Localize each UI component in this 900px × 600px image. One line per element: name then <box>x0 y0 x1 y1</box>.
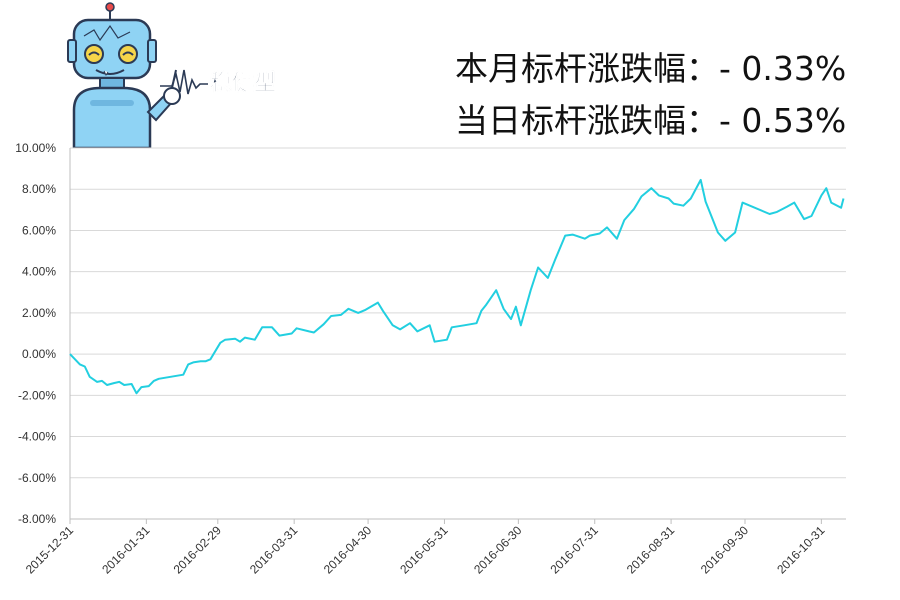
mascot-label: 稳健型 <box>210 70 276 96</box>
y-tick-label: -2.00% <box>18 388 56 402</box>
x-axis: 2015-12-31 2016-01-31 2016-02-29 2016-03-31… <box>23 518 846 577</box>
x-tick-label: 2016-07-31 <box>548 523 602 577</box>
x-tick-label: 2016-06-30 <box>471 523 525 577</box>
y-tick-label: -8.00% <box>18 512 56 526</box>
chart-series <box>69 178 845 395</box>
y-axis: 10.00% 8.00% 6.00% 4.00% 2.00% 0.00% -2.00% -4.… <box>15 141 71 526</box>
x-tick-label: 2015-12-31 <box>23 523 77 577</box>
monthly-change-text: 本月标杆涨跌幅：- 0.33% <box>455 49 847 88</box>
x-tick-label: 2016-04-30 <box>321 523 375 577</box>
y-tick-label: -4.00% <box>18 430 56 444</box>
y-tick-label: 0.00% <box>22 347 56 361</box>
y-tick-label: 6.00% <box>22 223 56 237</box>
y-tick-label: 2.00% <box>22 306 56 320</box>
series-line <box>69 178 845 395</box>
robot-mascot-icon: 稳健型 <box>67 2 276 148</box>
x-tick-label: 2016-02-29 <box>171 523 225 577</box>
x-tick-label: 2016-10-31 <box>774 523 828 577</box>
chart-grid <box>70 147 846 520</box>
x-tick-label: 2016-08-31 <box>624 523 678 577</box>
x-tick-label: 2016-01-31 <box>99 523 153 577</box>
daily-change-text: 当日标杆涨跌幅：- 0.53% <box>455 101 847 140</box>
y-tick-label: -6.00% <box>18 471 56 485</box>
x-tick-label: 2016-09-30 <box>698 523 752 577</box>
y-tick-label: 4.00% <box>22 265 56 279</box>
y-tick-label: 8.00% <box>22 182 56 196</box>
y-tick-label: 10.00% <box>15 141 56 155</box>
x-tick-label: 2016-03-31 <box>247 523 301 577</box>
x-tick-label: 2016-05-31 <box>397 523 451 577</box>
